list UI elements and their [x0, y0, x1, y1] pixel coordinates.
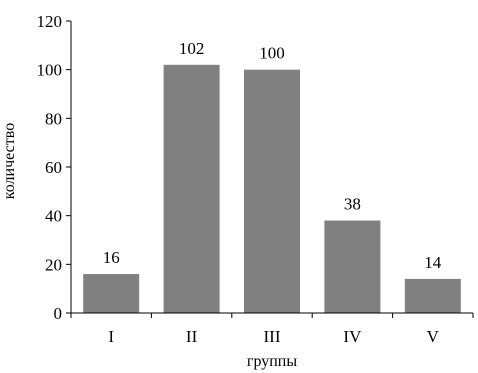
bars: 16 102 100 38 14: [83, 39, 461, 314]
x-axis-ticks: I II III IV V: [70, 313, 474, 346]
bar-II: [163, 64, 220, 313]
bar-IV: [324, 220, 381, 313]
y-tick-label: 80: [45, 109, 62, 128]
y-axis-ticks: 0 20 40 60 80 100 120: [37, 12, 71, 323]
y-tick-label: 60: [45, 158, 62, 177]
x-tick-label-IV: IV: [343, 327, 362, 346]
y-tick-label: 40: [45, 207, 62, 226]
y-tick-label: 100: [37, 61, 63, 80]
data-label-V: 14: [424, 253, 442, 272]
data-label-IV: 38: [344, 195, 361, 214]
x-tick-label-II: II: [186, 327, 198, 346]
y-tick-label: 0: [54, 304, 63, 323]
y-tick-label: 120: [37, 12, 63, 31]
data-label-III: 100: [259, 44, 285, 63]
bar-V: [404, 278, 461, 313]
x-tick-label-III: III: [264, 327, 281, 346]
x-axis-title: группы: [247, 353, 297, 370]
bar-I: [83, 274, 140, 313]
bar-III: [244, 69, 300, 314]
data-label-II: 102: [179, 39, 205, 58]
x-tick-label-I: I: [108, 327, 114, 346]
x-tick-label-V: V: [427, 327, 440, 346]
y-tick-label: 20: [45, 255, 62, 274]
data-label-I: 16: [103, 248, 120, 267]
y-axis-title: количество: [1, 123, 18, 199]
